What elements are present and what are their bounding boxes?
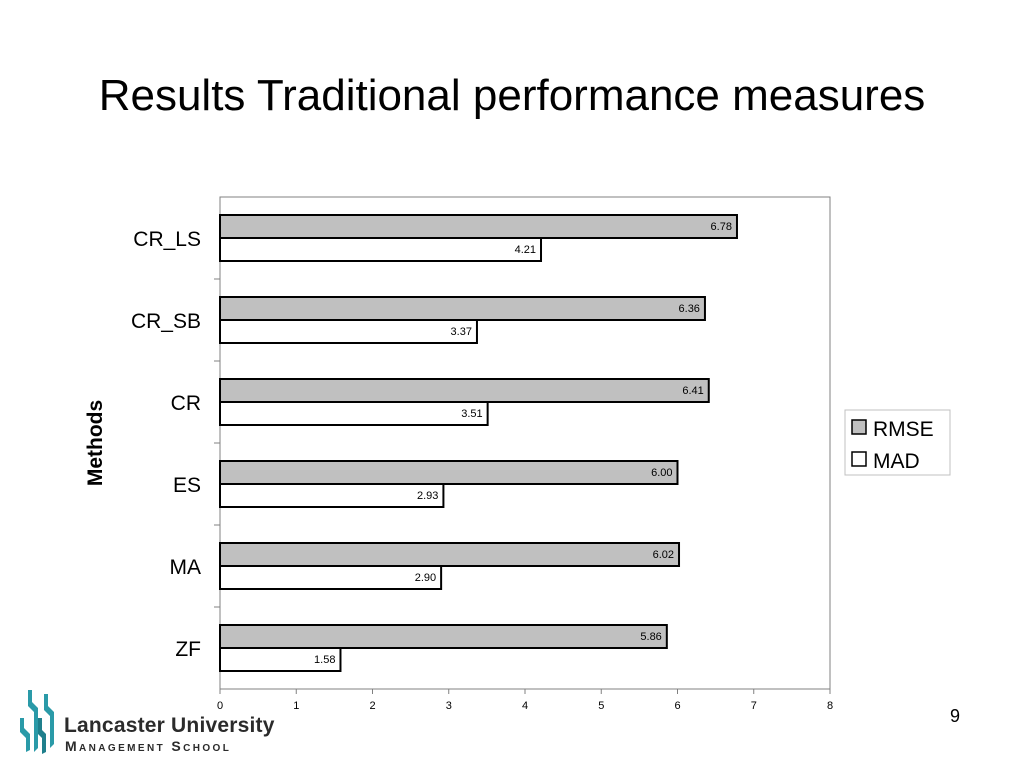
data-label-mad-es: 2.93: [417, 490, 438, 502]
data-label-rmse-es: 6.00: [651, 467, 672, 479]
data-label-mad-cr: 3.51: [461, 408, 482, 420]
x-tick-label: 5: [598, 700, 604, 712]
legend-label-rmse: RMSE: [873, 418, 934, 441]
bar-rmse-cr-sb: [219, 296, 706, 321]
bar-mad-zf: [219, 647, 342, 672]
category-label-zf: ZF: [175, 638, 201, 661]
data-label-mad-cr-sb: 3.37: [451, 326, 472, 338]
data-label-mad-cr-ls: 4.21: [515, 244, 536, 256]
bar-mad-es: [219, 483, 445, 508]
university-logo: Lancaster University Management School: [18, 688, 318, 758]
bar-rmse-cr-ls: [219, 214, 738, 239]
legend-swatch-rmse: [851, 419, 867, 435]
category-labels-group: CR_LS CR_SB CR ES MA ZF: [131, 228, 201, 661]
x-tick-label: 4: [522, 700, 528, 712]
category-label-ma: MA: [170, 556, 202, 579]
bar-rmse-cr: [219, 378, 710, 403]
logo-text-university: Lancaster University: [64, 714, 275, 737]
x-tick-label: 6: [674, 700, 680, 712]
legend: RMSE MAD: [844, 409, 951, 476]
bar-mad-cr-ls: [219, 237, 543, 262]
logo-text-school: Management School: [65, 738, 232, 754]
data-label-rmse-zf: 5.86: [640, 631, 661, 643]
category-label-cr-sb: CR_SB: [131, 310, 201, 333]
page-number: 9: [949, 706, 960, 726]
x-tick-label: 3: [446, 700, 452, 712]
data-label-mad-ma: 2.90: [415, 572, 436, 584]
category-label-cr-ls: CR_LS: [133, 228, 201, 251]
bar-rmse-es: [219, 460, 679, 485]
bar-mad-ma: [219, 565, 443, 590]
y-axis-title: Methods: [84, 400, 107, 486]
category-label-es: ES: [173, 474, 201, 497]
x-tick-label: 2: [369, 700, 375, 712]
data-label-rmse-cr-ls: 6.78: [711, 221, 732, 233]
data-label-rmse-cr: 6.41: [682, 385, 703, 397]
legend-label-mad: MAD: [873, 450, 920, 473]
bar-rmse-ma: [219, 542, 681, 567]
bars-group: 6.78 4.21 6.36 3.37 6.41 3.51 6.00 2.93 6.02 2.90…: [219, 214, 738, 672]
x-tick-label: 8: [827, 700, 833, 712]
bar-mad-cr-sb: [219, 319, 478, 344]
x-tick-label: 7: [751, 700, 757, 712]
data-label-rmse-ma: 6.02: [653, 549, 674, 561]
x-tick-label: 0: [217, 700, 223, 712]
data-label-rmse-cr-sb: 6.36: [679, 303, 700, 315]
lancaster-logo-icon: [20, 690, 54, 754]
x-axis-ticks-group: 0 1 2 3 4 5 6 7 8: [214, 278, 833, 712]
plot-area: [219, 196, 831, 690]
bar-rmse-zf: [219, 624, 668, 649]
slide-title: Results Traditional performance measures: [98, 71, 926, 120]
category-label-cr: CR: [171, 392, 201, 415]
legend-swatch-mad: [851, 451, 867, 467]
data-label-mad-zf: 1.58: [314, 654, 335, 666]
x-tick-label: 1: [293, 700, 299, 712]
bar-mad-cr: [219, 401, 489, 426]
